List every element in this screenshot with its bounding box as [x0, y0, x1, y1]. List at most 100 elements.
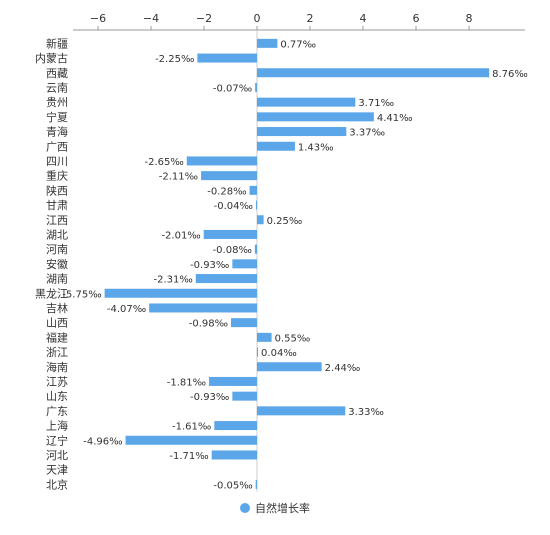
bar[interactable]: [255, 200, 257, 210]
legend-label: 自然增长率: [255, 501, 310, 515]
bar[interactable]: [231, 318, 257, 328]
bar[interactable]: [195, 274, 257, 284]
category-label: 江苏: [46, 375, 68, 388]
data-label: 0.55‰: [275, 333, 311, 344]
bar[interactable]: [257, 127, 347, 137]
data-label: 0.25‰: [267, 216, 303, 227]
category-label: 上海: [46, 419, 68, 433]
category-label: 西藏: [46, 67, 68, 80]
category-label: 宁夏: [46, 110, 68, 124]
bar[interactable]: [257, 347, 259, 357]
bars-group: [104, 38, 490, 489]
bar[interactable]: [257, 215, 264, 225]
x-tick-label: 6: [413, 12, 420, 25]
x-tick-label: −4: [143, 12, 159, 25]
data-label: -0.07‰: [213, 83, 252, 94]
bar[interactable]: [257, 38, 278, 48]
bar[interactable]: [254, 244, 257, 254]
category-label: 云南: [46, 81, 68, 94]
category-label: 贵州: [46, 96, 68, 109]
data-label: -0.04‰: [214, 201, 253, 212]
category-label: 重庆: [46, 169, 68, 183]
data-label: -2.11‰: [159, 172, 198, 183]
x-tick-label: 8: [466, 12, 473, 25]
bar[interactable]: [214, 421, 257, 431]
bar[interactable]: [255, 479, 257, 489]
category-label: 吉林: [46, 301, 68, 315]
bar[interactable]: [197, 53, 257, 63]
category-label: 新疆: [46, 36, 68, 50]
data-label: -0.05‰: [213, 480, 252, 491]
data-label: -4.07‰: [107, 304, 146, 315]
x-tick-label: −6: [90, 12, 106, 25]
category-label: 广东: [46, 405, 68, 418]
category-label: 河北: [46, 449, 68, 462]
x-tick-label: 4: [360, 12, 367, 25]
data-label: -0.93‰: [190, 392, 229, 403]
category-label: 山西: [46, 317, 68, 330]
data-label: 3.71‰: [358, 98, 394, 109]
category-label: 辽宁: [46, 433, 68, 447]
data-label: 1.43‰: [298, 142, 334, 153]
legend-marker: [240, 503, 250, 513]
data-label: -0.93‰: [190, 260, 229, 271]
data-label: 8.76‰: [492, 69, 528, 80]
data-label: 2.44‰: [325, 363, 361, 374]
data-label: -4.96‰: [83, 436, 122, 447]
x-tick-label: 2: [307, 12, 314, 25]
category-label: 河南: [46, 243, 68, 256]
category-label: 山东: [46, 390, 68, 403]
category-label: 湖南: [46, 273, 68, 286]
category-label: 北京: [46, 477, 68, 491]
category-label: 福建: [46, 330, 68, 344]
bar[interactable]: [203, 229, 257, 239]
data-label: -5.75‰: [62, 289, 101, 300]
data-label: 3.37‰: [349, 128, 385, 139]
category-label: 甘肃: [46, 199, 68, 212]
category-label: 四川: [46, 155, 68, 168]
category-label: 天津: [46, 464, 68, 477]
bar[interactable]: [149, 303, 257, 313]
bar[interactable]: [232, 391, 257, 401]
bar[interactable]: [125, 435, 257, 445]
data-label: 0.04‰: [261, 348, 297, 359]
data-label: -2.65‰: [144, 157, 183, 168]
category-label: 陕西: [46, 183, 68, 197]
category-label: 浙江: [46, 346, 68, 359]
x-axis: −6 −4 −2 0 2 4 6 8: [73, 12, 525, 492]
bar[interactable]: [257, 406, 346, 416]
data-label: -2.01‰: [161, 230, 200, 241]
category-label: 黑龙江: [35, 287, 68, 300]
category-label: 湖北: [46, 228, 68, 241]
data-label: -1.71‰: [169, 451, 208, 462]
bar[interactable]: [249, 185, 257, 195]
bar[interactable]: [209, 376, 257, 386]
bar[interactable]: [257, 68, 490, 78]
category-labels: 新疆内蒙古西藏云南贵州宁夏青海广西四川重庆陕西甘肃江西湖北河南安徽湖南黑龙江吉林…: [35, 36, 68, 491]
bar[interactable]: [257, 97, 356, 107]
data-label: 3.33‰: [348, 407, 384, 418]
data-label: -0.28‰: [207, 186, 246, 197]
category-label: 江西: [46, 214, 68, 227]
bar[interactable]: [257, 362, 322, 372]
data-label: -1.81‰: [167, 377, 206, 388]
bar[interactable]: [232, 259, 257, 269]
category-label: 海南: [46, 360, 68, 374]
legend[interactable]: 自然增长率: [240, 501, 310, 515]
bar[interactable]: [104, 288, 257, 298]
bar[interactable]: [257, 141, 295, 151]
bar[interactable]: [255, 82, 257, 92]
data-label: -2.25‰: [155, 54, 194, 65]
data-label: -2.31‰: [153, 275, 192, 286]
category-label: 内蒙古: [35, 51, 68, 65]
bar[interactable]: [211, 450, 257, 460]
bar[interactable]: [201, 171, 257, 181]
category-label: 安徽: [46, 257, 68, 271]
bar[interactable]: [186, 156, 257, 166]
bar[interactable]: [257, 332, 272, 342]
data-label: -0.08‰: [213, 245, 252, 256]
data-labels: 0.77‰ -2.25‰ 8.76‰ -0.07‰ 3.71‰ 4.41‰ 3.37‰ 1.4…: [62, 39, 527, 491]
bar[interactable]: [257, 112, 374, 122]
x-tick-label: −2: [196, 12, 212, 25]
